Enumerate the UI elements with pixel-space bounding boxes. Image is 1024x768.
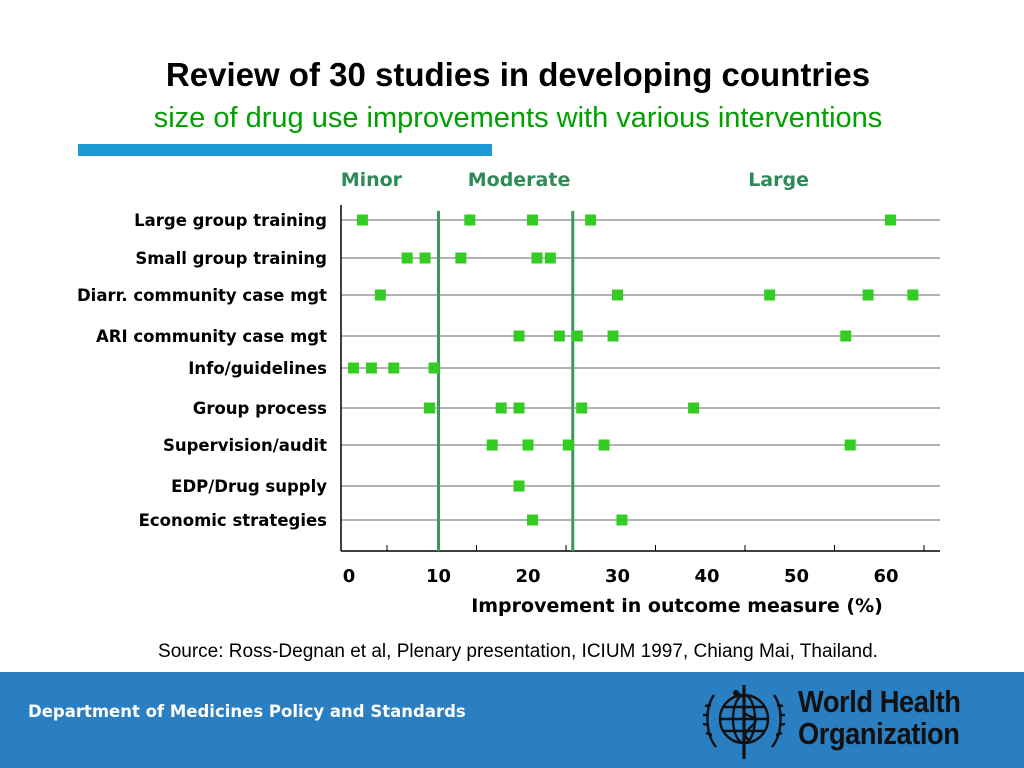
who-emblem-icon xyxy=(702,685,786,759)
data-point xyxy=(526,514,538,526)
data-point xyxy=(428,362,440,374)
data-point xyxy=(862,289,874,301)
slide-title: Review of 30 studies in developing count… xyxy=(165,56,871,93)
category-label: Large group training xyxy=(134,211,327,230)
band-label-large: Large xyxy=(748,169,809,191)
data-point xyxy=(571,330,583,342)
data-point xyxy=(424,402,436,414)
data-point xyxy=(576,402,588,414)
slide-subtitle: size of drug use improvements with vario… xyxy=(153,102,883,134)
who-wordmark-line2: Organization xyxy=(798,716,960,751)
x-tick-label: 50 xyxy=(784,566,809,587)
data-point xyxy=(612,289,623,301)
data-point xyxy=(522,439,534,451)
data-point xyxy=(513,402,525,414)
data-point xyxy=(844,439,856,451)
data-point xyxy=(531,252,543,264)
data-point xyxy=(607,330,619,342)
source-citation: Source: Ross-Degnan et al, Plenary prese… xyxy=(158,641,878,662)
footer-bar: Department of Medicines Policy and Stand… xyxy=(0,672,1024,768)
data-point xyxy=(562,439,574,451)
who-wordmark-line1: World Health xyxy=(798,684,961,719)
category-label: Economic strategies xyxy=(139,511,328,530)
data-point xyxy=(526,214,538,226)
category-label: Info/guidelines xyxy=(188,359,327,378)
intervention-scatter-chart: Minor Moderate Large Large group training Sm… xyxy=(77,169,940,617)
x-tick-label: 0 xyxy=(343,566,356,587)
data-point xyxy=(365,362,377,374)
data-point xyxy=(374,289,386,301)
x-tick-label: 10 xyxy=(426,566,451,587)
data-point xyxy=(419,252,431,264)
department-name: Department of Medicines Policy and Stand… xyxy=(28,702,466,721)
data-point xyxy=(585,214,597,226)
data-point xyxy=(347,362,359,374)
data-point xyxy=(356,214,368,226)
data-point xyxy=(544,252,556,264)
category-label: ARI community case mgt xyxy=(96,327,327,346)
category-label: Supervision/audit xyxy=(163,436,327,455)
x-tick-label: 60 xyxy=(873,566,898,587)
data-point xyxy=(388,362,400,374)
category-label: Diarr. community case mgt xyxy=(77,286,327,305)
data-point xyxy=(764,289,776,301)
x-tick-label: 30 xyxy=(605,566,630,587)
data-point xyxy=(455,252,467,264)
data-point xyxy=(598,439,610,451)
x-axis-label: Improvement in outcome measure (%) xyxy=(471,595,883,617)
x-tick-label: 40 xyxy=(694,566,719,587)
data-point xyxy=(688,402,700,414)
band-label-moderate: Moderate xyxy=(468,169,571,191)
band-label-minor: Minor xyxy=(341,169,403,191)
data-point xyxy=(495,402,507,414)
data-point xyxy=(884,214,896,226)
x-tick-label: 20 xyxy=(515,566,540,587)
category-label: EDP/Drug supply xyxy=(171,477,327,496)
data-point xyxy=(616,514,628,526)
data-point xyxy=(464,214,476,226)
data-point xyxy=(401,252,413,264)
category-label: Small group training xyxy=(135,249,327,268)
data-point xyxy=(840,330,852,342)
data-point xyxy=(513,330,525,342)
data-point xyxy=(513,480,525,492)
data-point xyxy=(486,439,498,451)
who-wordmark: World Health Organization xyxy=(798,684,961,751)
category-label: Group process xyxy=(193,399,327,418)
title-accent-bar xyxy=(78,144,492,156)
data-point xyxy=(553,330,565,342)
data-point xyxy=(907,289,919,301)
